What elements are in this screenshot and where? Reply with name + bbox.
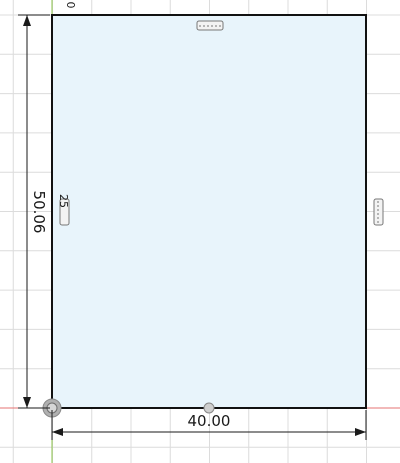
width-arrow-right — [355, 428, 366, 436]
width-dimension[interactable]: 40.00 — [51, 410, 367, 440]
width-dimension-text[interactable]: 40.00 — [188, 412, 231, 430]
inline-dimension-label[interactable]: 25 — [57, 194, 70, 208]
sketch-profile[interactable] — [51, 14, 367, 409]
height-arrow-bottom — [23, 397, 31, 408]
midpoint-marker[interactable] — [203, 402, 215, 414]
horizontal-constraint-icon[interactable] — [196, 20, 224, 31]
width-arrow-left — [52, 428, 63, 436]
height-arrow-top — [23, 15, 31, 26]
vertical-constraint-icon[interactable] — [373, 198, 384, 226]
left-constraint-icon[interactable] — [59, 198, 70, 226]
height-dimension[interactable]: 50.06 — [18, 14, 50, 409]
top-corner-label: 0 — [64, 2, 77, 9]
height-dimension-text[interactable]: 50.06 — [30, 191, 48, 234]
